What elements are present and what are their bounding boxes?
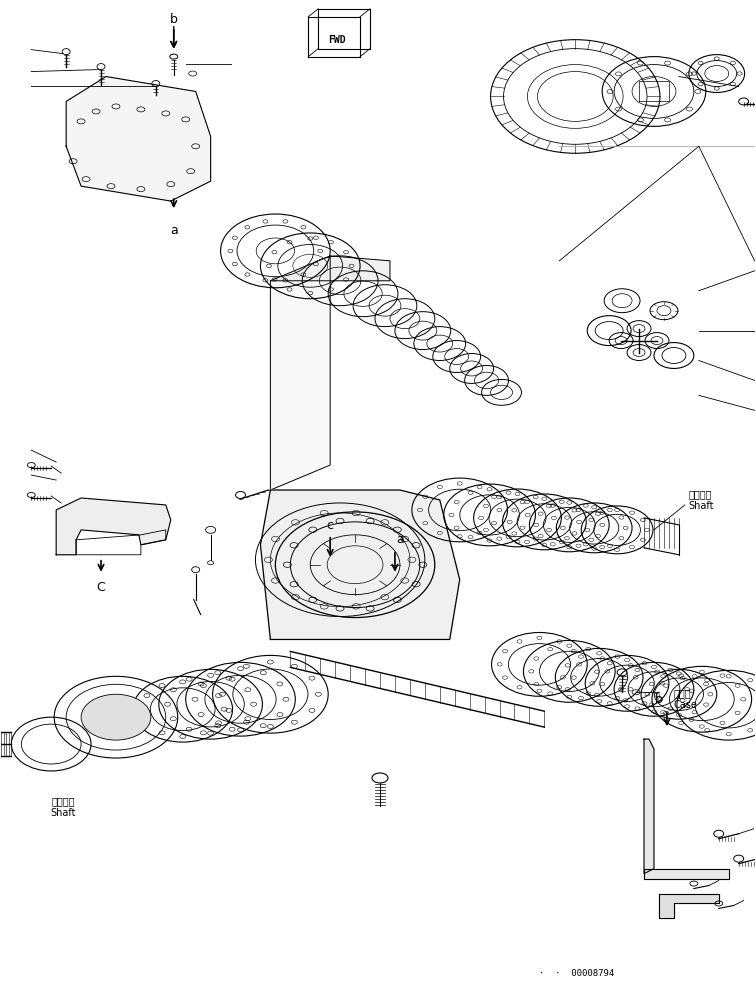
Text: C: C (97, 581, 105, 595)
Text: ·  ·  00008794: · · 00008794 (539, 968, 615, 978)
Text: ケース
Case: ケース Case (674, 688, 698, 710)
Polygon shape (271, 256, 330, 490)
Text: b: b (170, 13, 178, 27)
Polygon shape (260, 490, 460, 640)
Ellipse shape (81, 694, 151, 740)
Polygon shape (67, 77, 211, 201)
Polygon shape (644, 740, 654, 874)
Polygon shape (644, 869, 729, 879)
Text: a: a (170, 225, 178, 238)
Polygon shape (659, 893, 719, 918)
Text: FWD: FWD (328, 35, 346, 44)
Text: c: c (327, 520, 333, 532)
Text: シャフト
Shaft: シャフト Shaft (689, 489, 714, 511)
Text: b: b (655, 693, 663, 706)
Polygon shape (271, 256, 390, 281)
Text: シャフト
Shaft: シャフト Shaft (51, 796, 76, 817)
Polygon shape (56, 498, 171, 555)
Text: a: a (396, 533, 404, 546)
